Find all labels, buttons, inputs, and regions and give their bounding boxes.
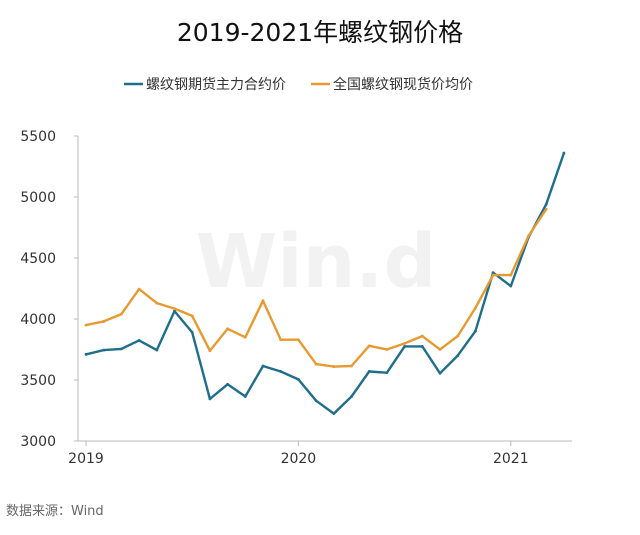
legend-label: 全国螺纹钢现货价均价 [333,76,473,93]
series-line-1 [85,152,566,415]
data-point [120,347,123,351]
source-note: 数据来源：Wind [6,504,104,519]
data-point [332,365,336,368]
data-point [297,377,300,381]
x-tick-label: 2020 [281,451,317,467]
data-point [474,306,477,310]
data-point [155,348,159,352]
data-point [279,338,283,342]
data-point [491,271,495,275]
y-tick-label: 4500 [20,251,56,267]
legend: 螺纹钢期货主力合约价 全国螺纹钢现货价均价 [124,76,473,93]
y-tick-label: 5500 [20,129,56,145]
data-point [385,348,389,351]
axes: 3000 3500 4000 4500 5000 5500 2019 2020 2021 [20,129,572,467]
data-point [279,370,283,373]
data-point [544,207,548,211]
legend-label: 螺纹钢期货主力合约价 [146,76,286,93]
data-point [190,331,194,334]
data-point [562,151,566,155]
data-point [84,352,88,356]
data-point [367,370,371,373]
data-point [297,338,300,342]
data-point [261,364,265,368]
data-point [491,273,495,277]
data-point [137,338,141,342]
data-point [208,349,212,353]
data-point [102,348,106,352]
data-point [84,323,88,327]
data-point [456,354,460,357]
data-point [367,344,371,348]
data-point [420,345,424,348]
y-tick-label: 3500 [20,373,56,389]
data-point [120,312,123,316]
x-tick-label: 2021 [493,451,529,467]
y-tick-label: 5000 [20,190,56,206]
data-point [137,287,141,291]
series-layer [84,151,566,415]
data-point [438,348,442,351]
data-point [173,309,176,313]
data-point [314,399,318,403]
data-point [350,364,353,368]
data-point [385,371,389,375]
data-point [420,334,424,338]
data-point [544,202,548,206]
data-point [332,412,336,415]
chart-title: 2019-2021年螺纹钢价格 [177,18,463,47]
data-point [438,371,442,375]
data-point [509,273,513,277]
data-point [350,395,353,398]
data-point [208,397,212,401]
data-point [261,299,265,303]
data-point [173,307,176,311]
data-point [243,395,247,398]
data-point [314,362,318,366]
data-point [190,314,194,318]
y-tick-label: 4000 [20,312,56,328]
data-point [456,334,460,338]
data-point [403,345,406,348]
data-point [509,284,513,288]
y-tick-label: 3000 [20,434,56,450]
data-point [527,234,530,238]
data-point [226,327,230,331]
data-point [226,382,230,386]
data-point [243,335,247,339]
x-tick-label: 2019 [68,451,104,467]
data-point [474,329,477,333]
data-point [102,320,106,323]
wind-watermark: Win.d [196,219,437,305]
data-point [155,301,159,305]
data-point [403,342,406,345]
